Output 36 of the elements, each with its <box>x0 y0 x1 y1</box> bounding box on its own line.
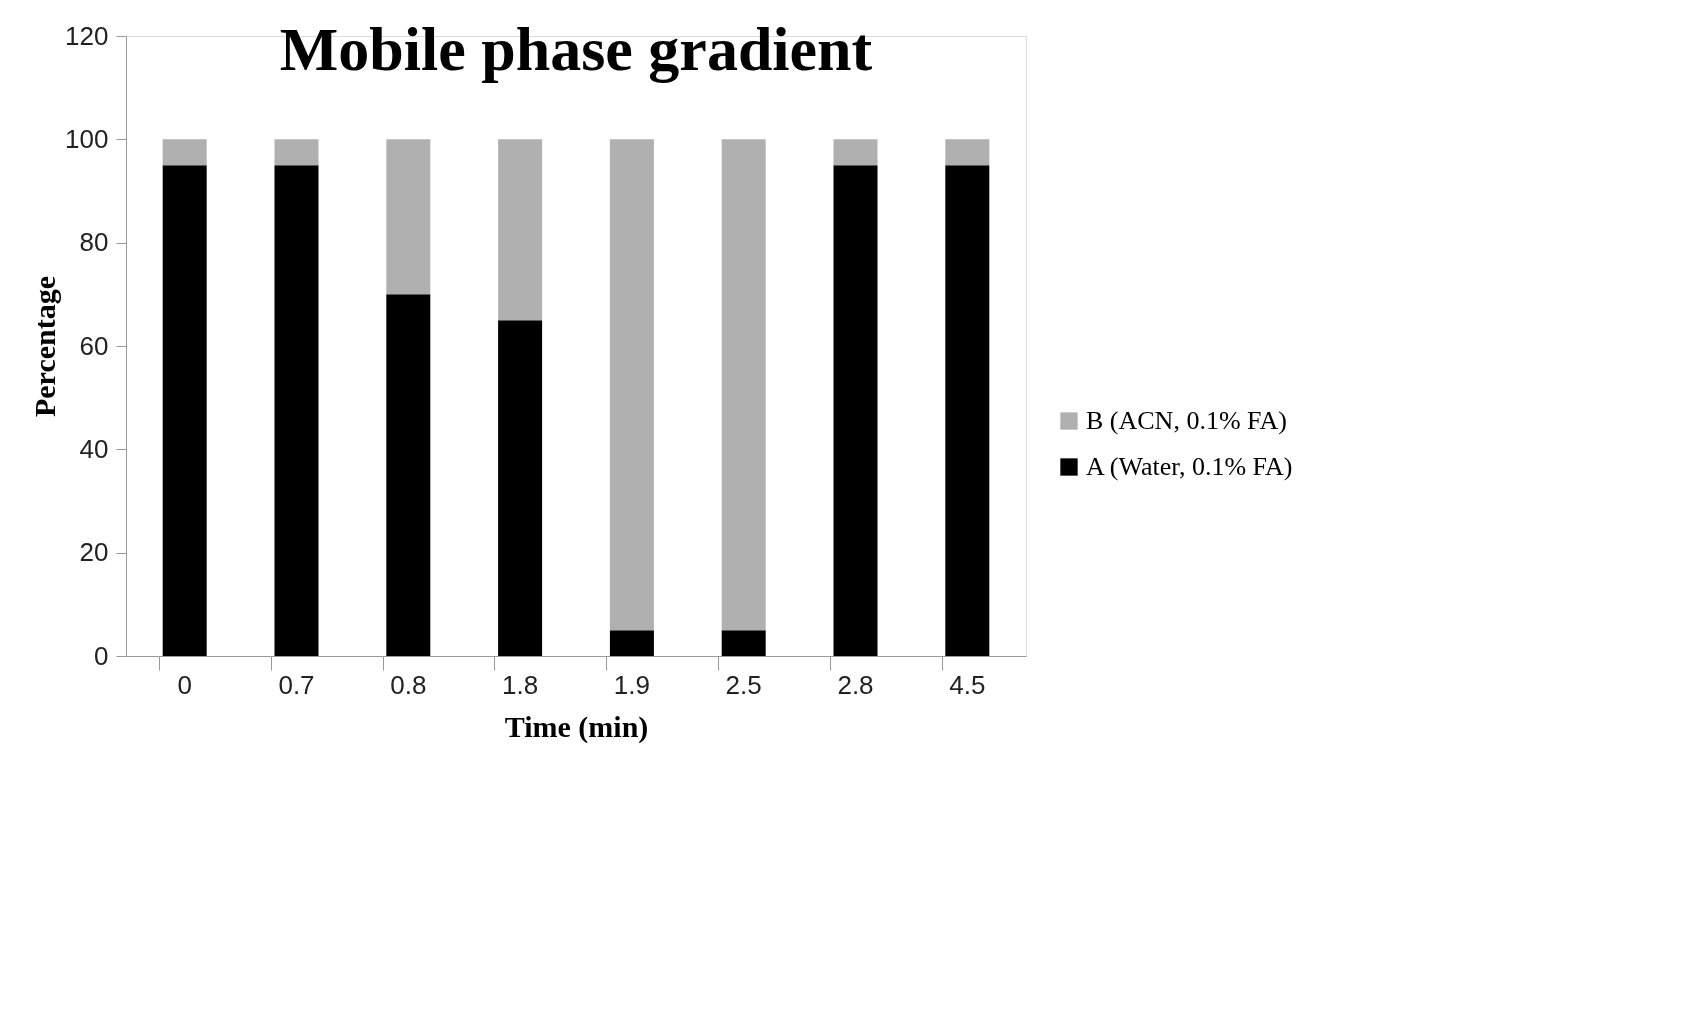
x-tick-label: 1.8 <box>502 669 539 700</box>
x-tick-label: 4.5 <box>949 669 986 700</box>
bar <box>274 139 319 166</box>
legend-label: B (ACN, 0.1% FA) <box>1086 406 1288 435</box>
x-tick-label: 2.5 <box>725 669 762 700</box>
y-tick-label: 0 <box>94 640 109 671</box>
x-tick-label: 0.7 <box>278 669 315 700</box>
bar <box>386 294 431 656</box>
chart-title: Mobile phase gradient <box>279 15 873 83</box>
bar <box>498 139 543 321</box>
x-tick-label: 0 <box>177 669 192 700</box>
bar <box>274 165 319 656</box>
y-tick-label: 80 <box>79 227 109 258</box>
bar <box>721 630 766 656</box>
bar <box>945 139 990 166</box>
y-tick-label: 40 <box>79 433 109 464</box>
bar <box>833 165 878 656</box>
bar <box>609 630 654 656</box>
y-axis-title: Percentage <box>28 275 62 418</box>
bar <box>721 139 766 631</box>
bar <box>833 139 878 166</box>
bar <box>609 139 654 631</box>
bar <box>162 165 207 656</box>
y-tick-label: 100 <box>65 123 109 154</box>
x-tick-label: 0.8 <box>390 669 427 700</box>
x-tick-label: 2.8 <box>837 669 874 700</box>
bar <box>945 165 990 656</box>
x-axis-title: Time (min) <box>504 709 649 744</box>
bar <box>386 139 431 295</box>
y-tick-label: 120 <box>65 20 109 51</box>
y-tick-label: 20 <box>79 537 109 568</box>
x-tick-label: 1.9 <box>613 669 650 700</box>
legend-label: A (Water, 0.1% FA) <box>1086 452 1293 481</box>
bar <box>498 320 543 656</box>
y-tick-label: 60 <box>79 330 109 361</box>
bar <box>162 139 207 166</box>
